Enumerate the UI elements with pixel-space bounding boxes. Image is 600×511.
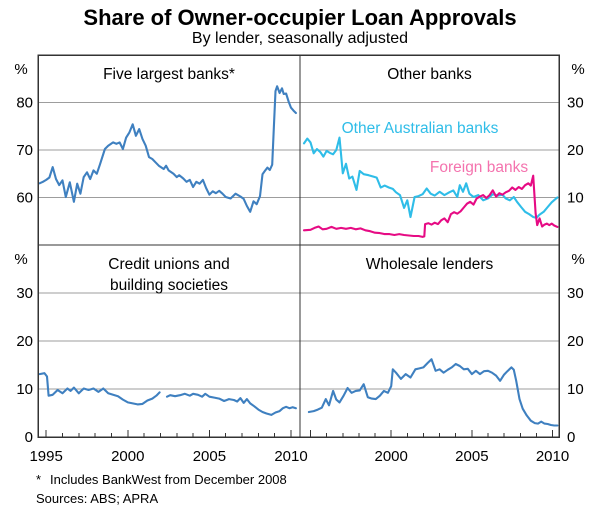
y-axis-unit: % <box>571 61 584 78</box>
y-tick-label: 30 <box>16 285 33 302</box>
series-line-other-australian-banks <box>302 136 559 219</box>
chart-footnote: * Includes BankWest from December 2008 <box>36 472 287 487</box>
y-tick-label: 20 <box>567 142 584 159</box>
panel-title-five-largest-banks: Five largest banks* <box>103 66 235 83</box>
y-tick-label: 20 <box>16 333 33 350</box>
y-tick-label: 10 <box>567 190 584 207</box>
y-tick-label: 10 <box>16 381 33 398</box>
y-tick-label: 80 <box>16 95 33 112</box>
series-line-credit-unions-and-building-societies <box>38 372 161 406</box>
footnote-text: Includes BankWest from December 2008 <box>50 472 287 487</box>
x-tick-label: 2000 <box>111 448 144 465</box>
y-tick-label: 20 <box>567 333 584 350</box>
y-tick-label: 30 <box>567 95 584 112</box>
series-label-foreign-banks: Foreign banks <box>430 159 528 176</box>
y-axis-unit: % <box>14 251 27 268</box>
chart-subtitle: By lender, seasonally adjusted <box>191 30 409 47</box>
y-tick-label: 70 <box>16 142 33 159</box>
y-axis-unit: % <box>571 251 584 268</box>
y-tick-label: 0 <box>25 429 33 446</box>
panel-title-wholesale-lenders: Wholesale lenders <box>366 256 494 273</box>
x-tick-label: 1995 <box>29 448 62 465</box>
x-tick-label: 2010 <box>274 448 307 465</box>
series-line-wholesale-lenders <box>307 358 559 427</box>
y-axis-unit: % <box>14 61 27 78</box>
footnote-marker: * <box>36 472 42 487</box>
series-line-foreign-banks <box>302 174 559 238</box>
y-tick-label: 0 <box>567 429 575 446</box>
panel-title-credit-unions: building societies <box>110 277 228 294</box>
panel-title-credit-unions: Credit unions and <box>108 256 230 273</box>
series-line-five-largest-banks <box>38 85 297 213</box>
y-tick-label: 60 <box>16 190 33 207</box>
panel-title-other-banks: Other banks <box>387 66 472 83</box>
chart-frame <box>37 54 560 438</box>
series-line-credit-unions-and-building-societies <box>165 392 297 416</box>
x-tick-label: 2005 <box>455 448 488 465</box>
y-tick-label: 30 <box>567 285 584 302</box>
x-tick-label: 2000 <box>374 448 407 465</box>
x-tick-label: 2005 <box>193 448 226 465</box>
chart-title: Share of Owner-occupier Loan Approvals <box>83 5 517 30</box>
y-tick-label: 10 <box>567 381 584 398</box>
chart-sources: Sources: ABS; APRA <box>36 491 159 506</box>
series-label-other-australian-banks: Other Australian banks <box>342 120 499 137</box>
x-tick-label: 2010 <box>536 448 569 465</box>
